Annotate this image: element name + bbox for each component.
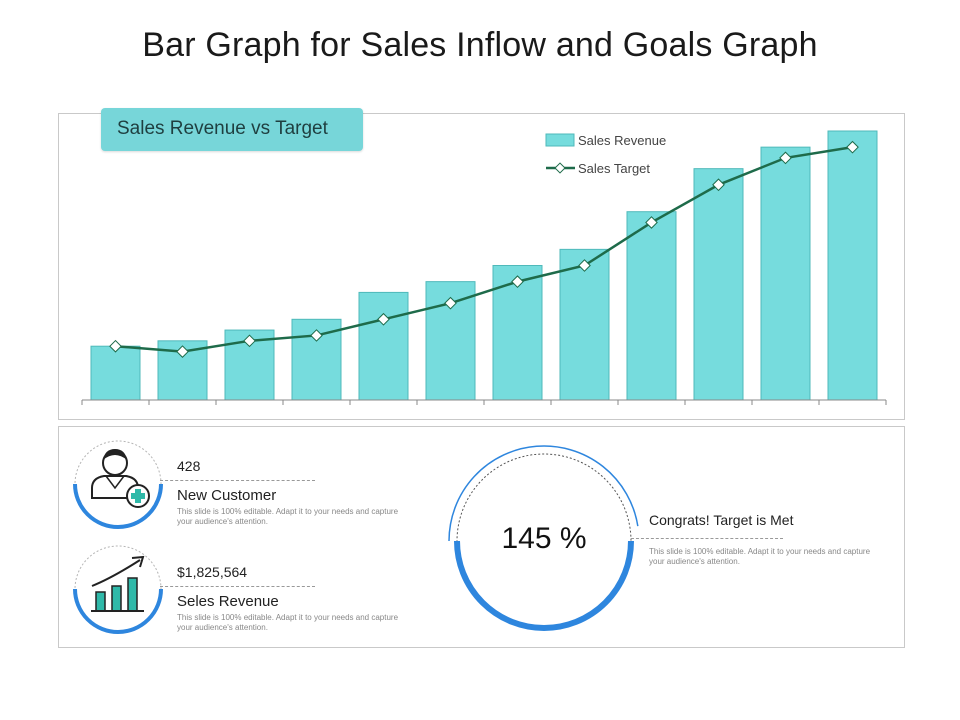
bar-10 bbox=[693, 168, 744, 401]
bar-11 bbox=[760, 146, 811, 401]
bar-12 bbox=[827, 130, 878, 401]
gauge-divider bbox=[631, 538, 783, 539]
customer-label: New Customer bbox=[177, 487, 277, 504]
legend-line-marker bbox=[554, 162, 566, 174]
growth-chart-icon bbox=[91, 555, 145, 612]
target-point-4 bbox=[310, 329, 323, 342]
revenue-value: $1,825,564 bbox=[177, 564, 248, 580]
target-point-10 bbox=[712, 178, 725, 192]
target-point-8 bbox=[578, 259, 591, 272]
percent-gauge bbox=[448, 445, 639, 631]
target-line bbox=[115, 145, 853, 353]
bar-1 bbox=[90, 345, 141, 401]
target-point-3 bbox=[243, 334, 256, 348]
bars-layer bbox=[90, 130, 878, 401]
target-point-9 bbox=[645, 216, 658, 229]
target-point-11 bbox=[779, 151, 792, 165]
target-point-1 bbox=[109, 339, 122, 353]
customer-count: 428 bbox=[177, 458, 201, 474]
gauge-label: Congrats! Target is Met bbox=[649, 512, 794, 528]
target-point-6 bbox=[444, 296, 457, 310]
target-point-12 bbox=[846, 140, 859, 154]
target-point-7 bbox=[511, 275, 524, 289]
gauge-percent: 145 % bbox=[501, 522, 587, 555]
legend-bar-swatch bbox=[545, 133, 575, 147]
customer-desc: This slide is 100% editable. Adapt it to… bbox=[177, 507, 399, 526]
target-point-5 bbox=[377, 312, 390, 326]
legend-line-label: Sales Target bbox=[578, 161, 651, 176]
legend-bar-label: Sales Revenue bbox=[578, 133, 667, 148]
bar-8 bbox=[559, 248, 610, 401]
customer-divider bbox=[160, 480, 315, 481]
revenue-divider bbox=[160, 586, 315, 587]
bar-5 bbox=[358, 291, 409, 401]
revenue-desc: This slide is 100% editable. Adapt it to… bbox=[177, 613, 399, 632]
new-customer-icon bbox=[91, 449, 150, 508]
page-title: Bar Graph for Sales Inflow and Goals Gra… bbox=[142, 26, 818, 64]
chart-tag: Sales Revenue vs Target bbox=[101, 108, 363, 151]
target-line-layer bbox=[109, 140, 859, 358]
x-axis bbox=[81, 399, 887, 405]
bar-9 bbox=[626, 211, 677, 401]
revenue-label: Seles Revenue bbox=[177, 593, 279, 610]
target-point-2 bbox=[176, 345, 189, 358]
gauge-desc: This slide is 100% editable. Adapt it to… bbox=[649, 547, 871, 566]
